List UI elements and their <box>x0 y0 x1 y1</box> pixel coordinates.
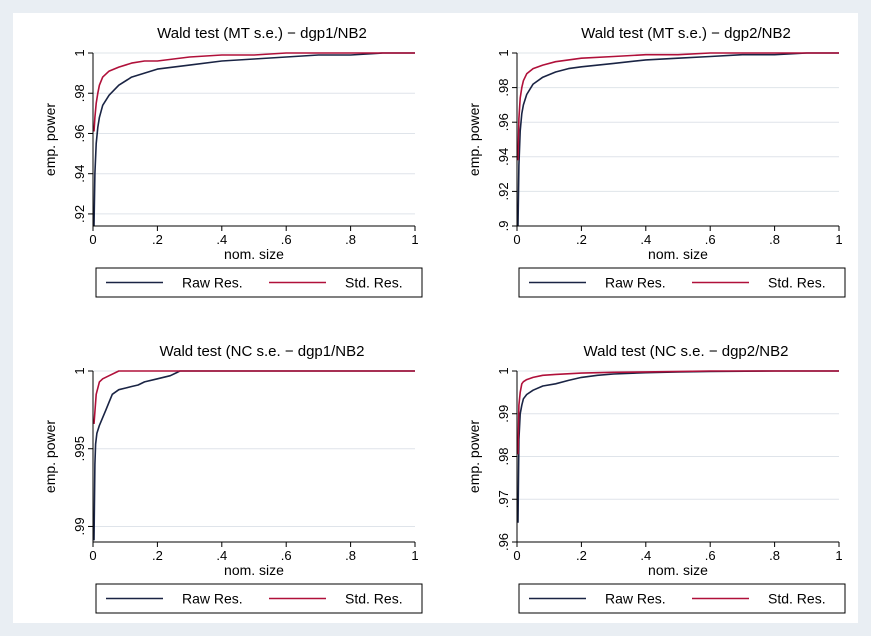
y-axis-label: emp. power <box>466 103 482 176</box>
y-tick-label: .92 <box>496 182 511 200</box>
y-tick-label: .96 <box>496 113 511 131</box>
chart-title: Wald test (MT s.e.) − dgp1/NB2 <box>157 25 367 42</box>
x-tick-label: .6 <box>281 232 292 247</box>
y-tick-label: .96 <box>496 533 511 551</box>
legend-label-raw-res: Raw Res. <box>605 591 666 607</box>
y-tick-label: .99 <box>496 405 511 423</box>
x-tick-label: .8 <box>345 548 356 563</box>
x-tick-label: 1 <box>411 548 418 563</box>
x-tick-label: 0 <box>513 548 520 563</box>
y-tick-label: .98 <box>72 84 87 102</box>
y-tick-label: .98 <box>496 79 511 97</box>
legend-label-std-res: Std. Res. <box>345 275 403 291</box>
y-tick-label: .995 <box>72 436 87 461</box>
x-tick-label: 0 <box>513 232 520 247</box>
y-tick-label: .97 <box>496 490 511 508</box>
x-tick-label: .4 <box>640 548 651 563</box>
x-tick-label: .2 <box>576 232 587 247</box>
x-tick-label: .6 <box>705 548 716 563</box>
x-tick-label: 0 <box>89 232 96 247</box>
chart-panel-3: Wald test (NC s.e. − dgp1/NB2 .99 .995 1 0 .2… <box>42 343 423 614</box>
x-tick-label: .8 <box>769 232 780 247</box>
legend: Raw Res. Std. Res. <box>518 583 846 614</box>
x-tick-label: .4 <box>216 232 227 247</box>
x-tick-label: 1 <box>835 232 842 247</box>
x-tick-label: 0 <box>89 548 96 563</box>
series-line-std-res <box>517 52 839 161</box>
chart-panel-1: Wald test (MT s.e.) − dgp1/NB2 .92 .94 .96.… <box>42 25 423 298</box>
legend-label-std-res: Std. Res. <box>768 591 826 607</box>
chart-grid: Wald test (MT s.e.) − dgp1/NB2 .92 .94 .96.… <box>42 25 846 614</box>
series-line-std-res <box>93 370 415 424</box>
series-line-raw-res <box>93 370 415 541</box>
series-line-std-res <box>93 52 415 132</box>
chart-title: Wald test (NC s.e. − dgp2/NB2 <box>584 343 789 360</box>
series-line-raw-res <box>93 52 415 227</box>
legend-label-std-res: Std. Res. <box>768 275 826 291</box>
legend-label-raw-res: Raw Res. <box>605 275 666 291</box>
y-axis-label: emp. power <box>42 103 58 176</box>
x-tick-label: 1 <box>411 232 418 247</box>
x-axis-label: nom. size <box>224 562 284 578</box>
y-tick-label: 1 <box>496 49 511 56</box>
y-tick-label: .92 <box>72 205 87 223</box>
x-tick-label: .2 <box>576 548 587 563</box>
y-tick-label: 1 <box>72 49 87 56</box>
x-tick-label: .4 <box>216 548 227 563</box>
chart-title: Wald test (NC s.e. − dgp1/NB2 <box>160 343 365 360</box>
y-tick-label: 1 <box>496 367 511 374</box>
legend-label-raw-res: Raw Res. <box>182 275 243 291</box>
legend-label-raw-res: Raw Res. <box>182 591 243 607</box>
y-axis-label: emp. power <box>466 420 482 493</box>
chart-panel-2: Wald test (MT s.e.) − dgp2/NB2 .9 .92 .94 .9… <box>466 25 846 298</box>
legend-box <box>95 267 423 298</box>
x-tick-label: .4 <box>640 232 651 247</box>
x-tick-label: 1 <box>835 548 842 563</box>
chart-panel-4: Wald test (NC s.e. − dgp2/NB2 .96 .97 .98 .9… <box>466 343 846 614</box>
x-tick-label: .2 <box>152 232 163 247</box>
y-tick-label: 1 <box>72 367 87 374</box>
series-line-raw-res <box>517 52 839 227</box>
x-axis-label: nom. size <box>648 246 708 262</box>
x-tick-label: .8 <box>769 548 780 563</box>
legend: Raw Res. Std. Res. <box>95 583 423 614</box>
x-axis-label: nom. size <box>648 562 708 578</box>
figure: Wald test (MT s.e.) − dgp1/NB2 .92 .94 .96.… <box>13 13 858 623</box>
y-tick-label: .96 <box>72 124 87 142</box>
y-tick-label: .9 <box>496 221 511 232</box>
legend-label-std-res: Std. Res. <box>345 591 403 607</box>
x-tick-label: .6 <box>281 548 292 563</box>
series-line-raw-res <box>517 370 839 523</box>
y-axis-label: emp. power <box>42 420 58 493</box>
x-tick-label: .6 <box>705 232 716 247</box>
x-tick-label: .8 <box>345 232 356 247</box>
x-tick-label: .2 <box>152 548 163 563</box>
legend: Raw Res. Std. Res. <box>95 267 423 298</box>
y-tick-label: .94 <box>496 148 511 166</box>
y-tick-label: .94 <box>72 165 87 183</box>
y-tick-label: .98 <box>496 447 511 465</box>
series-line-std-res <box>517 370 839 455</box>
chart-title: Wald test (MT s.e.) − dgp2/NB2 <box>581 25 791 42</box>
legend: Raw Res. Std. Res. <box>518 267 846 298</box>
x-axis-label: nom. size <box>224 246 284 262</box>
y-tick-label: .99 <box>72 517 87 535</box>
